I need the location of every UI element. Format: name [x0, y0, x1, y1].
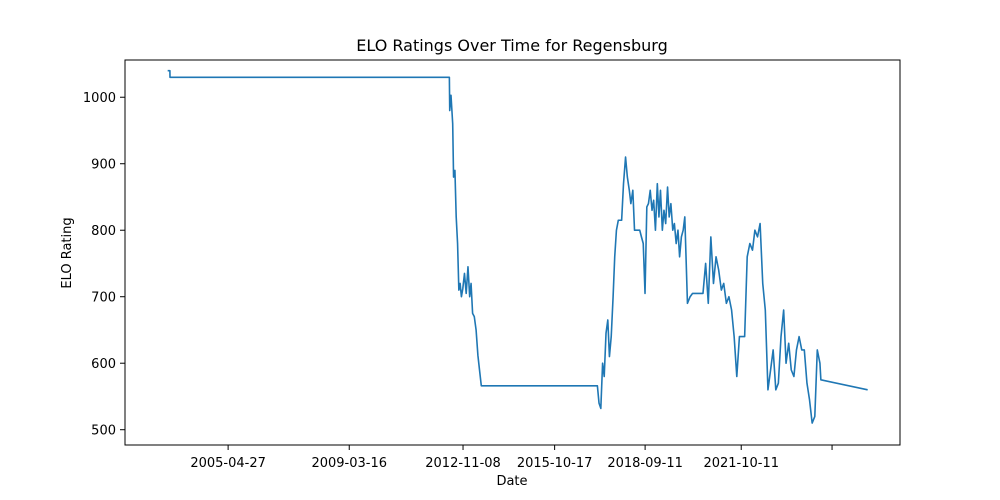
elo-series-line [167, 69, 868, 424]
plot-area [167, 69, 868, 424]
x-tick-label: 2012-11-08 [425, 456, 501, 471]
x-tick-label: 2018-09-11 [607, 456, 683, 471]
x-axis-label: Date [496, 474, 527, 489]
x-axis: 2005-04-27 2009-03-16 2012-11-08 2015-10-17… [190, 445, 833, 471]
chart-title: ELO Ratings Over Time for Regensburg [356, 36, 668, 55]
y-tick-label: 700 [91, 291, 116, 306]
y-tick-label: 600 [91, 357, 116, 372]
x-tick-label: 2009-03-16 [311, 456, 387, 471]
y-axis-label: ELO Rating [60, 217, 75, 288]
plot-frame [124, 59, 901, 446]
x-tick-label: 2015-10-17 [517, 456, 593, 471]
y-tick-label: 900 [91, 158, 116, 173]
x-tick-label: 2021-10-11 [703, 456, 779, 471]
x-tick-label: 2005-04-27 [190, 456, 266, 471]
y-tick-label: 1000 [83, 91, 116, 106]
y-tick-label: 800 [91, 224, 116, 239]
y-tick-label: 500 [91, 424, 116, 439]
y-axis: 500 600 700 800 900 1000 [83, 91, 125, 439]
